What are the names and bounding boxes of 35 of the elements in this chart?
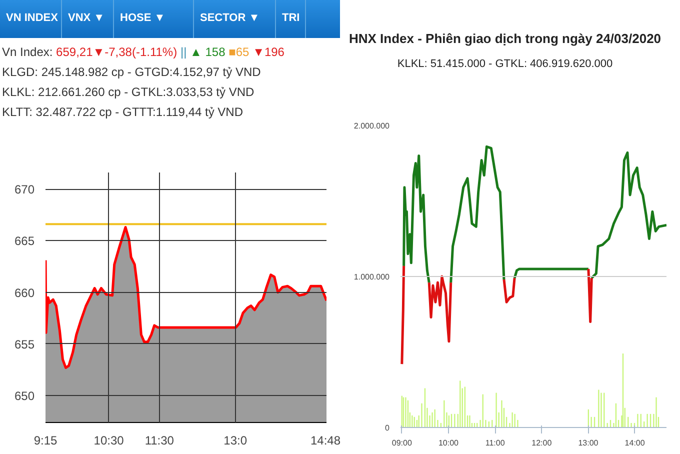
y-tick-label: 660 bbox=[14, 286, 35, 300]
text: SECTOR ▼ bbox=[194, 0, 276, 38]
x-tick-label: 13:0 bbox=[224, 434, 248, 448]
x-tick-label: 11:00 bbox=[485, 438, 506, 448]
text: KLKL: 212.661.260 cp - GTKL:3.033,53 tỷ VND bbox=[2, 84, 256, 101]
text: 659,21▼-7,38(-1.11%) bbox=[56, 45, 178, 59]
text: HOSE ▼ bbox=[114, 0, 194, 38]
text: Vn Index: bbox=[2, 45, 53, 59]
text: ▼196 bbox=[252, 45, 284, 59]
x-tick-label: 14:00 bbox=[624, 438, 646, 448]
y-tick-label: 650 bbox=[14, 389, 35, 404]
chart-subtitle: KLKL: 51.415.000 - GTKL: 406.919.620.000 bbox=[396, 56, 614, 72]
text: ▲ 158 bbox=[190, 45, 226, 59]
text: VN INDEX bbox=[0, 0, 62, 38]
text: ■65 bbox=[228, 45, 250, 59]
chart-title: HNX Index - Phiên giao dịch trong ngày 24/03/2020 bbox=[348, 30, 662, 48]
y-tick-label: 670 bbox=[14, 182, 35, 197]
y-tick-label: 665 bbox=[14, 234, 35, 248]
text: || bbox=[180, 45, 187, 59]
y-tick-label: 2.000.000 bbox=[354, 122, 390, 130]
text: VNX ▼ bbox=[62, 0, 114, 38]
x-tick-label: 10:30 bbox=[94, 434, 124, 448]
text: KLTT: 32.487.722 cp - GTTT:1.119,44 tỷ VND bbox=[2, 104, 244, 121]
x-tick-label: 10:00 bbox=[438, 438, 460, 448]
x-tick-label: 09:00 bbox=[392, 438, 412, 448]
x-tick-label: 14:48 bbox=[310, 434, 341, 448]
y-tick-label: 655 bbox=[14, 337, 35, 352]
text: KLGD: 245.148.982 cp - GTGD:4.152,97 tỷ VND bbox=[2, 64, 262, 81]
x-tick-label: 13:00 bbox=[578, 438, 599, 448]
x-tick-label: 9:15 bbox=[34, 434, 58, 448]
text: TRI bbox=[276, 0, 306, 38]
x-tick-label: 11:30 bbox=[144, 434, 174, 448]
x-tick-label: 12:00 bbox=[532, 438, 552, 448]
y-tick-label: 0 bbox=[385, 424, 390, 432]
y-tick-label: 1.000.000 bbox=[354, 272, 390, 282]
